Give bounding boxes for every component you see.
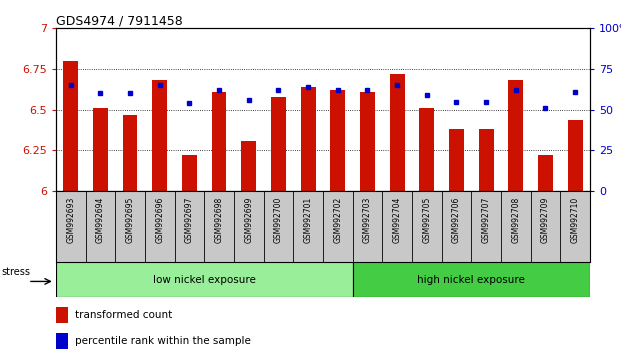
Text: GSM992699: GSM992699 (244, 197, 253, 243)
Bar (182, 155, 197, 191)
Bar (212, 92, 227, 191)
Bar (152, 80, 167, 191)
Text: GSM992695: GSM992695 (125, 197, 135, 243)
Text: GSM992710: GSM992710 (571, 197, 579, 243)
Text: GSM992698: GSM992698 (215, 197, 224, 243)
Text: GSM992693: GSM992693 (66, 197, 75, 243)
Text: GSM992694: GSM992694 (96, 197, 105, 243)
Text: GDS4974 / 7911458: GDS4974 / 7911458 (56, 14, 183, 27)
Bar (360, 92, 375, 191)
Bar (301, 87, 315, 191)
Bar (330, 90, 345, 191)
Text: stress: stress (1, 267, 30, 277)
Bar (56, 262, 353, 297)
Bar (271, 97, 286, 191)
Text: high nickel exposure: high nickel exposure (417, 275, 525, 285)
Text: GSM992703: GSM992703 (363, 197, 372, 243)
Text: GSM992700: GSM992700 (274, 197, 283, 243)
Bar (509, 80, 523, 191)
Bar (419, 108, 434, 191)
Bar (389, 74, 404, 191)
Bar (122, 115, 137, 191)
Bar (56, 333, 68, 349)
Text: GSM992709: GSM992709 (541, 197, 550, 243)
Bar (242, 141, 256, 191)
Text: GSM992696: GSM992696 (155, 197, 164, 243)
Text: GSM992702: GSM992702 (333, 197, 342, 243)
Text: GSM992701: GSM992701 (304, 197, 312, 243)
Bar (449, 129, 464, 191)
Bar (353, 262, 590, 297)
Bar (93, 108, 108, 191)
Bar (538, 155, 553, 191)
Text: transformed count: transformed count (75, 310, 172, 320)
Text: low nickel exposure: low nickel exposure (153, 275, 256, 285)
Bar (56, 307, 68, 323)
Text: GSM992697: GSM992697 (185, 197, 194, 243)
Bar (568, 120, 582, 191)
Text: percentile rank within the sample: percentile rank within the sample (75, 336, 250, 346)
Text: GSM992708: GSM992708 (511, 197, 520, 243)
Text: GSM992704: GSM992704 (392, 197, 402, 243)
Text: GSM992705: GSM992705 (422, 197, 431, 243)
Text: GSM992706: GSM992706 (452, 197, 461, 243)
Text: GSM992707: GSM992707 (482, 197, 491, 243)
Bar (479, 129, 494, 191)
Bar (63, 61, 78, 191)
